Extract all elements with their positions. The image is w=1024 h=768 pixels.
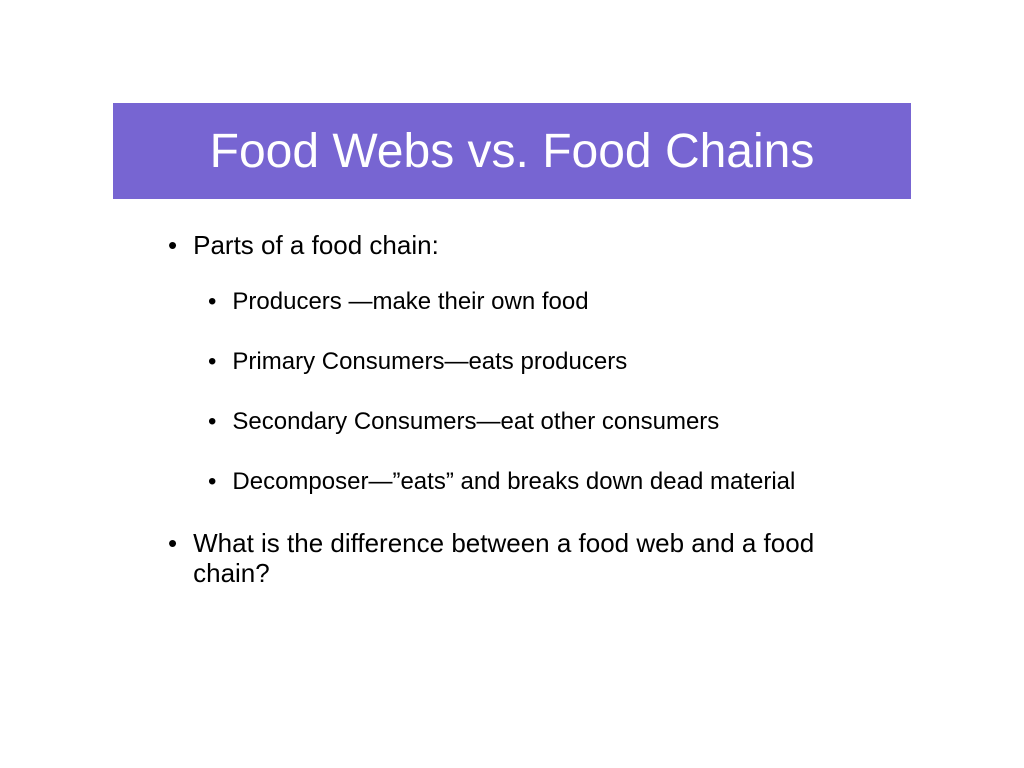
bullet-level2: • Primary Consumers—eats producers: [208, 348, 888, 376]
bullet-dot-icon: •: [208, 288, 216, 316]
bullet-dot-icon: •: [168, 230, 177, 260]
slide-title: Food Webs vs. Food Chains: [210, 124, 815, 179]
bullet-text: Decomposer—”eats” and breaks down dead m…: [232, 468, 795, 496]
bullet-text: Producers —make their own food: [232, 288, 588, 316]
bullet-text: Parts of a food chain:: [193, 230, 439, 260]
bullet-text: Primary Consumers—eats producers: [232, 348, 627, 376]
bullet-level1: • Parts of a food chain:: [168, 230, 888, 260]
bullet-text: What is the difference between a food we…: [193, 528, 888, 588]
bullet-level2: • Producers —make their own food: [208, 288, 888, 316]
bullet-dot-icon: •: [168, 528, 177, 558]
bullet-level2: • Decomposer—”eats” and breaks down dead…: [208, 468, 888, 496]
slide-content: • Parts of a food chain: • Producers —ma…: [168, 230, 888, 616]
bullet-level2: • Secondary Consumers—eat other consumer…: [208, 408, 888, 436]
bullet-level1: • What is the difference between a food …: [168, 528, 888, 588]
bullet-dot-icon: •: [208, 348, 216, 376]
sub-bullet-list: • Producers —make their own food • Prima…: [208, 288, 888, 496]
title-box: Food Webs vs. Food Chains: [113, 103, 911, 199]
bullet-text: Secondary Consumers—eat other consumers: [232, 408, 719, 436]
bullet-dot-icon: •: [208, 408, 216, 436]
bullet-dot-icon: •: [208, 468, 216, 496]
